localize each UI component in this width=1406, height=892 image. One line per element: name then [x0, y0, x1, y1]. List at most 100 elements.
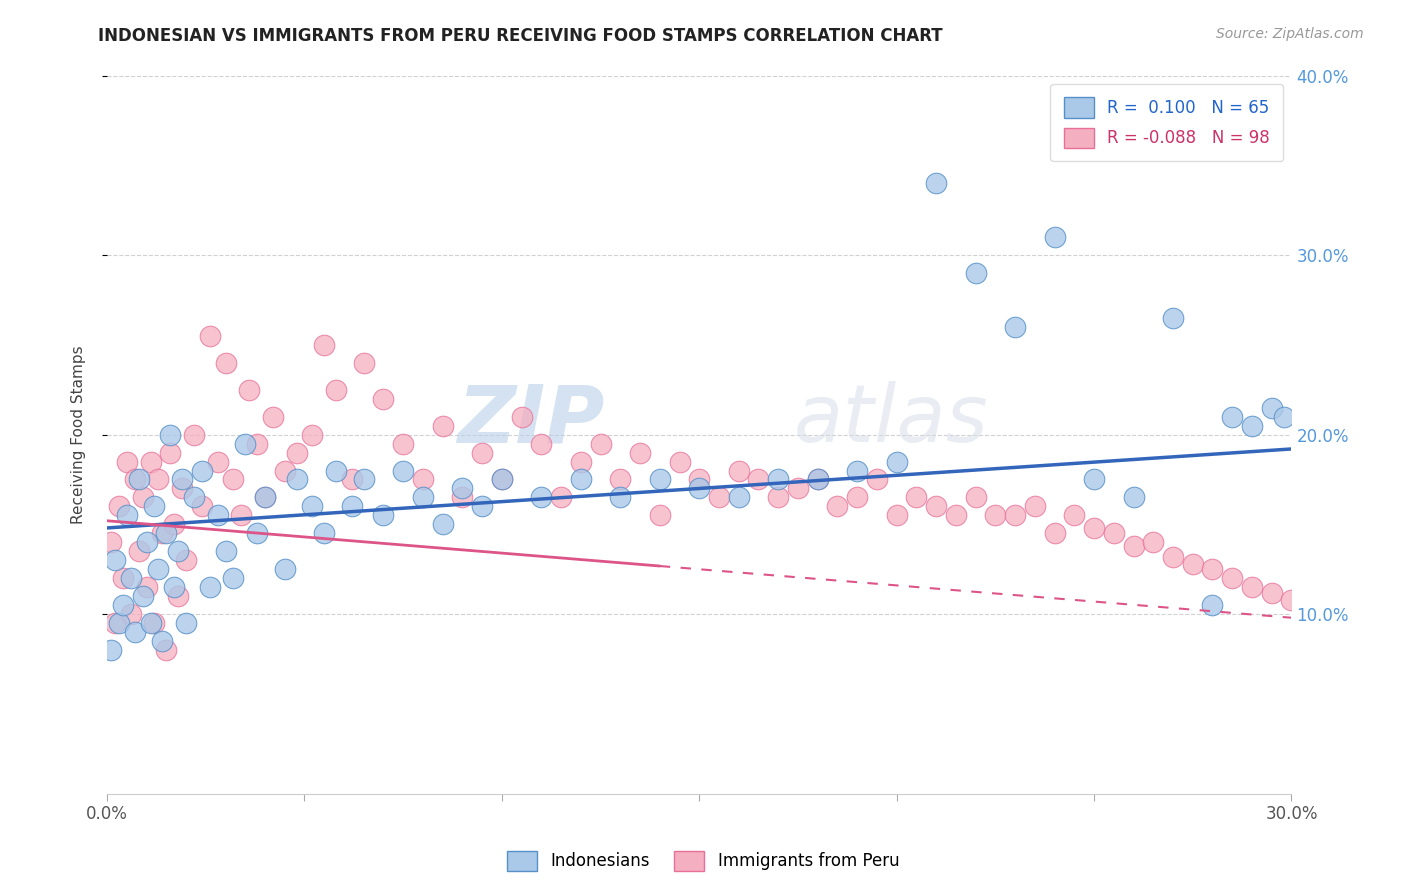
Point	[325, 383, 347, 397]
Text: Source: ZipAtlas.com: Source: ZipAtlas.com	[1216, 27, 1364, 41]
Point	[314, 526, 336, 541]
Point	[1122, 491, 1144, 505]
Point	[965, 266, 987, 280]
Point	[925, 176, 948, 190]
Point	[1043, 230, 1066, 244]
Point	[135, 535, 157, 549]
Point	[301, 427, 323, 442]
Point	[569, 473, 592, 487]
Point	[569, 454, 592, 468]
Point	[1122, 539, 1144, 553]
Point	[253, 491, 276, 505]
Legend: Indonesians, Immigrants from Peru: Indonesians, Immigrants from Peru	[498, 842, 908, 880]
Point	[167, 544, 190, 558]
Point	[905, 491, 928, 505]
Point	[668, 454, 690, 468]
Point	[1142, 535, 1164, 549]
Point	[155, 643, 177, 657]
Point	[115, 508, 138, 523]
Point	[191, 463, 214, 477]
Point	[768, 473, 790, 487]
Point	[373, 392, 395, 406]
Point	[471, 445, 494, 459]
Point	[412, 473, 434, 487]
Point	[886, 508, 908, 523]
Point	[214, 356, 236, 370]
Point	[285, 473, 308, 487]
Point	[945, 508, 967, 523]
Point	[984, 508, 1007, 523]
Point	[688, 473, 710, 487]
Point	[530, 491, 553, 505]
Point	[274, 463, 297, 477]
Point	[510, 409, 533, 424]
Point	[120, 571, 142, 585]
Point	[163, 580, 186, 594]
Point	[846, 491, 869, 505]
Point	[471, 500, 494, 514]
Point	[155, 526, 177, 541]
Point	[183, 427, 205, 442]
Point	[1240, 418, 1263, 433]
Point	[174, 616, 197, 631]
Point	[148, 562, 170, 576]
Point	[1161, 549, 1184, 564]
Point	[325, 463, 347, 477]
Point	[207, 454, 229, 468]
Point	[159, 445, 181, 459]
Point	[262, 409, 284, 424]
Point	[124, 473, 146, 487]
Point	[222, 473, 245, 487]
Point	[128, 473, 150, 487]
Point	[451, 491, 474, 505]
Point	[139, 616, 162, 631]
Point	[491, 473, 513, 487]
Point	[150, 634, 173, 648]
Point	[827, 500, 849, 514]
Point	[1024, 500, 1046, 514]
Point	[1161, 310, 1184, 325]
Point	[174, 553, 197, 567]
Point	[807, 473, 830, 487]
Point	[1181, 557, 1204, 571]
Point	[238, 383, 260, 397]
Point	[1301, 598, 1323, 612]
Point	[1399, 629, 1406, 643]
Point	[104, 616, 127, 631]
Point	[285, 445, 308, 459]
Point	[965, 491, 987, 505]
Point	[1320, 603, 1343, 617]
Point	[148, 473, 170, 487]
Point	[1083, 521, 1105, 535]
Point	[222, 571, 245, 585]
Point	[1340, 611, 1362, 625]
Point	[111, 598, 134, 612]
Point	[866, 473, 889, 487]
Point	[392, 436, 415, 450]
Point	[233, 436, 256, 450]
Point	[135, 580, 157, 594]
Point	[183, 491, 205, 505]
Point	[111, 571, 134, 585]
Point	[609, 491, 631, 505]
Point	[1004, 319, 1026, 334]
Point	[648, 508, 671, 523]
Point	[104, 553, 127, 567]
Point	[1102, 526, 1125, 541]
Point	[167, 589, 190, 603]
Point	[1260, 585, 1282, 599]
Point	[1379, 625, 1402, 640]
Point	[143, 616, 166, 631]
Point	[1220, 571, 1243, 585]
Point	[100, 535, 122, 549]
Point	[231, 508, 253, 523]
Point	[373, 508, 395, 523]
Point	[207, 508, 229, 523]
Point	[648, 473, 671, 487]
Point	[340, 500, 363, 514]
Legend: R =  0.100   N = 65, R = -0.088   N = 98: R = 0.100 N = 65, R = -0.088 N = 98	[1050, 84, 1284, 161]
Point	[214, 544, 236, 558]
Point	[246, 436, 269, 450]
Point	[886, 454, 908, 468]
Point	[198, 329, 221, 343]
